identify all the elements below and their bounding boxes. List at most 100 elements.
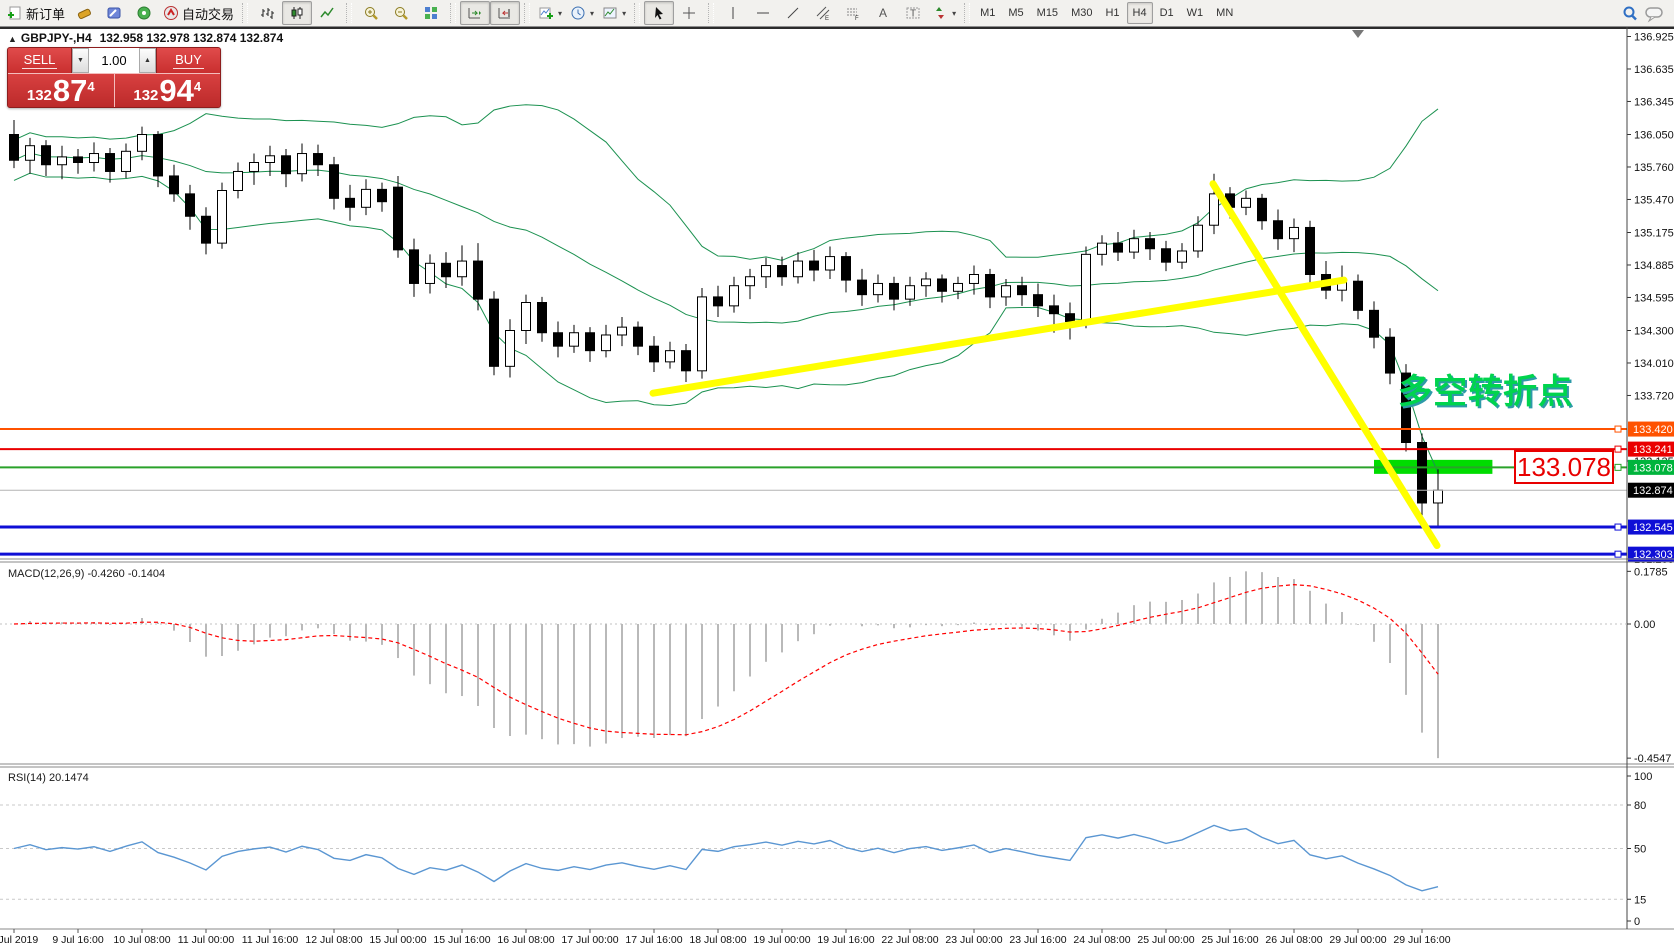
- candle-body: [217, 190, 227, 244]
- candle-body: [1161, 248, 1171, 263]
- auto-trading-button[interactable]: 自动交易: [159, 1, 238, 25]
- timeframe-h4-button[interactable]: H4: [1126, 2, 1153, 24]
- price-level-label: 133.078: [1633, 462, 1673, 474]
- candle-body: [825, 256, 835, 271]
- timeframe-h1-button[interactable]: H1: [1105, 7, 1120, 19]
- styler-button[interactable]: [69, 1, 99, 25]
- candle-body: [1433, 489, 1443, 504]
- volume-decrease-button[interactable]: ▼: [72, 48, 89, 73]
- candle-body: [585, 332, 595, 352]
- sell-button[interactable]: SELL: [8, 48, 71, 73]
- timeframe-m5-button[interactable]: M5: [1008, 7, 1024, 19]
- level-handle-marker[interactable]: [1614, 445, 1622, 453]
- candle-body: [841, 256, 851, 281]
- volume-increase-button[interactable]: ▲: [139, 48, 156, 73]
- candle-body: [1145, 238, 1155, 250]
- buy-price[interactable]: 132 94 4: [114, 74, 220, 107]
- candle-body: [1353, 280, 1363, 311]
- time-axis-label: 15 Jul 00:00: [369, 934, 426, 946]
- timeframe-d1-button[interactable]: D1: [1159, 7, 1174, 19]
- timeframe-w1-button[interactable]: W1: [1186, 7, 1204, 19]
- new-order-button[interactable]: 新订单: [3, 1, 69, 25]
- tile-windows-button[interactable]: [416, 1, 446, 25]
- candle-body: [73, 156, 83, 163]
- time-axis-label: 25 Jul 16:00: [1201, 934, 1258, 946]
- time-axis-label: 19 Jul 00:00: [753, 934, 810, 946]
- auto-trading-icon: [163, 5, 179, 21]
- price-level-label: 132.874: [1633, 485, 1673, 497]
- time-axis-label: 23 Jul 16:00: [1009, 934, 1066, 946]
- cursor-tool-button[interactable]: [644, 1, 675, 25]
- text-label-icon: T: [905, 5, 921, 21]
- price-axis-tick-label: 136.925: [1634, 32, 1674, 44]
- line-chart-button[interactable]: [312, 1, 342, 25]
- time-axis-label: 18 Jul 08:00: [689, 934, 746, 946]
- time-axis-label: 12 Jul 08:00: [305, 934, 362, 946]
- trendline-tool-button[interactable]: [778, 1, 808, 25]
- text-tool-button[interactable]: A: [868, 1, 898, 25]
- timeframe-m1-button[interactable]: M1: [980, 7, 996, 19]
- macd-signal-line: [13, 584, 1439, 736]
- templates-dropdown-icon[interactable]: ▾: [622, 8, 627, 18]
- buy-button[interactable]: BUY: [157, 48, 220, 73]
- level-handle-marker[interactable]: [1614, 463, 1622, 471]
- periods-dropdown-icon[interactable]: ▾: [590, 8, 595, 18]
- time-axis-label: 29 Jul 00:00: [1329, 934, 1386, 946]
- arrows-dropdown-icon[interactable]: ▾: [952, 8, 957, 18]
- yellow-trendline[interactable]: [1209, 180, 1441, 550]
- yellow-trendline[interactable]: [649, 276, 1348, 397]
- macd-indicator-label: MACD(12,26,9) -0.4260 -0.1404: [8, 568, 166, 580]
- level-handle-marker[interactable]: [1614, 523, 1622, 531]
- sell-price[interactable]: 132 87 4: [8, 74, 115, 107]
- crosshair-tool-button[interactable]: [674, 1, 704, 25]
- timeframe-mn-button[interactable]: MN: [1216, 7, 1234, 19]
- timeframe-m15-button[interactable]: M15: [1036, 7, 1059, 19]
- templates-button[interactable]: ▾: [598, 1, 630, 25]
- price-callout-box[interactable]: 133.078: [1514, 450, 1614, 484]
- metaeditor-button[interactable]: [99, 1, 129, 25]
- macd-axis-tick-label: 0.00: [1634, 619, 1655, 631]
- signals-button[interactable]: [129, 1, 159, 25]
- search-icon[interactable]: [1621, 5, 1637, 21]
- volume-input[interactable]: 1.00: [101, 53, 127, 68]
- candle-body: [249, 162, 259, 172]
- text-label-tool-button[interactable]: T: [898, 1, 928, 25]
- level-handle-marker[interactable]: [1614, 425, 1622, 433]
- timeframe-m30-button[interactable]: M30: [1071, 7, 1093, 19]
- auto-scroll-button[interactable]: [460, 1, 491, 25]
- candle-body: [617, 326, 627, 336]
- price-level-label: 133.241: [1633, 444, 1673, 456]
- arrows-tool-button[interactable]: ▾: [928, 1, 960, 25]
- toolbar-right-group: [1621, 5, 1671, 23]
- periods-button[interactable]: ▾: [566, 1, 598, 25]
- candle-body: [9, 134, 19, 161]
- vertical-line-tool-button[interactable]: [718, 1, 748, 25]
- candlestick-chart-button[interactable]: [282, 1, 313, 25]
- indicators-button[interactable]: ▾: [534, 1, 566, 25]
- symbol-period-label: GBPJPY-,H4: [20, 31, 92, 45]
- candle-body: [569, 332, 579, 347]
- chart-annotation-text[interactable]: 多空转折点: [1398, 373, 1573, 411]
- chart-shift-marker[interactable]: [1352, 30, 1364, 38]
- chat-icon[interactable]: [1645, 5, 1663, 23]
- panel-collapse-icon[interactable]: ▲: [8, 34, 17, 44]
- candle-body: [1305, 226, 1315, 276]
- zoom-out-button[interactable]: [386, 1, 416, 25]
- price-axis-tick-label: 135.175: [1634, 228, 1674, 240]
- candle-body: [1209, 193, 1219, 226]
- indicators-dropdown-icon[interactable]: ▾: [558, 8, 563, 18]
- toolbar-grip: [524, 3, 531, 23]
- fibonacci-icon: F: [845, 5, 861, 22]
- candle-body: [713, 296, 723, 307]
- horizontal-line-icon: [755, 5, 771, 21]
- channel-tool-button[interactable]: E: [808, 1, 838, 25]
- bar-chart-button[interactable]: [252, 1, 282, 25]
- level-handle-marker[interactable]: [1614, 550, 1622, 558]
- zoom-in-button[interactable]: [356, 1, 386, 25]
- candle-body: [137, 134, 147, 152]
- fibonacci-tool-button[interactable]: F: [838, 1, 868, 25]
- toolbar-grip: [964, 3, 971, 23]
- horizontal-line-tool-button[interactable]: [748, 1, 778, 25]
- chart-shift-button[interactable]: [490, 1, 521, 25]
